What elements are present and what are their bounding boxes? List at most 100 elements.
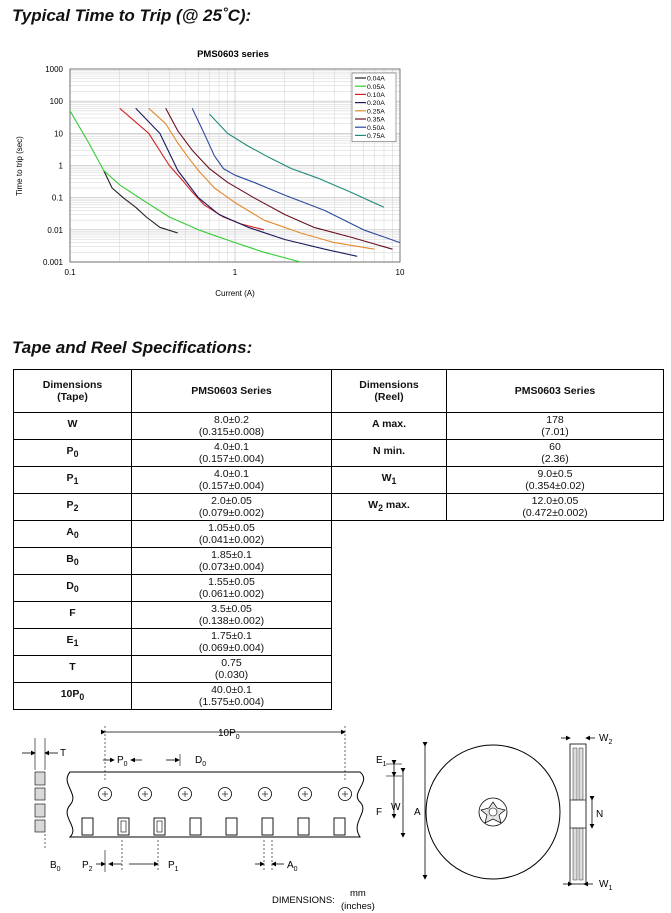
- chart-legend-label: 0.04A: [367, 76, 385, 83]
- tape-dim-value: 4.0±0.1 (0.157±0.004): [131, 439, 332, 467]
- tape-dim-label: 10P0: [13, 682, 132, 710]
- chart-series-line-0.35A: [165, 108, 393, 250]
- chart-y-tick-label: 10: [54, 129, 63, 138]
- tape-dim-label: B0: [13, 547, 132, 575]
- reel-dim-value: 60 (2.36): [446, 439, 664, 467]
- chart-legend-label: 0.25A: [367, 108, 385, 115]
- p0-label: P0: [117, 755, 128, 768]
- tape-reel-heading: Tape and Reel Specifications:: [12, 338, 253, 357]
- table-row: W 8.0±0.2 (0.315±0.008) A max. 178 (7.01): [13, 412, 664, 440]
- tape-dim-value: 0.75 (0.030): [131, 655, 332, 683]
- tape-pocket: [333, 817, 346, 836]
- tape-dim-value: 8.0±0.2 (0.315±0.008): [131, 412, 332, 440]
- chart-series-line-0.10A: [119, 107, 265, 231]
- tape-sprocket-holes: [98, 787, 352, 801]
- tape-pocket: [297, 817, 310, 836]
- tape-pocket: [189, 817, 202, 836]
- chart-legend-box: [351, 72, 397, 142]
- tape-dim-label: D0: [13, 574, 132, 602]
- w1-label: W1: [599, 879, 612, 892]
- table-row: B0 1.85±0.1 (0.073±0.004): [13, 547, 664, 575]
- chart-legend-label: 0.35A: [367, 117, 385, 124]
- table-row: D0 1.55±0.05 (0.061±0.002): [13, 574, 664, 602]
- table-row: F 3.5±0.05 (0.138±0.002): [13, 601, 664, 629]
- e1-label: E1: [376, 755, 387, 768]
- p2-label: P2: [82, 860, 93, 873]
- chart-y-tick-label: 1000: [45, 65, 63, 74]
- tape-dim-value: 4.0±0.1 (0.157±0.004): [131, 466, 332, 494]
- ten-p0-label: 10P0: [218, 728, 240, 741]
- header-dimensions-tape: Dimensions (Tape): [13, 369, 132, 413]
- chart-y-tick-label: 0.1: [52, 194, 64, 203]
- reel-side-view: [569, 743, 587, 885]
- chart-plot-frame: [69, 68, 401, 263]
- header-series-tape: PMS0603 Series: [131, 369, 332, 413]
- tape-dim-label: E1: [13, 628, 132, 656]
- tape-outline: [66, 771, 365, 838]
- table-empty-area: [331, 520, 664, 710]
- tape-dim-label: P0: [13, 439, 132, 467]
- chart-legend-label: 0.20A: [367, 100, 385, 107]
- table-row: P2 2.0±0.05 (0.079±0.002) W2 max. 12.0±0.05(…: [13, 493, 664, 521]
- tape-dim-value: 1.05±0.05 (0.041±0.002): [131, 520, 332, 548]
- tape-dim-value: 2.0±0.05 (0.079±0.002): [131, 493, 332, 521]
- f-label: F: [376, 807, 382, 818]
- chart-series-line-0.20A: [135, 107, 358, 257]
- p1-label: P1: [168, 860, 179, 873]
- tape-dim-value: 3.5±0.05 (0.138±0.002): [131, 601, 332, 629]
- tape-dim-label: W: [13, 412, 132, 440]
- chart-x-tick-label: 1: [233, 268, 238, 277]
- time-to-trip-heading: Typical Time to Trip (@ 25˚C):: [12, 6, 252, 25]
- b0-label: B0: [50, 860, 61, 873]
- chart-x-tick-label: 10: [396, 268, 405, 277]
- reel-dim-label: A max.: [331, 412, 447, 440]
- header-dimensions-reel: Dimensions (Reel): [331, 369, 447, 413]
- table-row: E1 1.75±0.1 (0.069±0.004): [13, 628, 664, 656]
- chart-legend-label: 0.10A: [367, 92, 385, 99]
- dimensions-label: DIMENSIONS:: [272, 895, 335, 906]
- table-row: 10P0 40.0±0.1 (1.575±0.004): [13, 682, 664, 710]
- chart-y-tick-label: 0.01: [47, 226, 63, 235]
- chart-grid: [69, 69, 400, 263]
- tape-reel-table: Dimensions (Tape) PMS0603 Series Dimensio…: [13, 369, 664, 710]
- chart-y-tick-label: 100: [50, 97, 64, 106]
- chart-x-ticks: 0.1 1 10: [64, 268, 405, 277]
- tape-dim-value: 40.0±0.1 (1.575±0.004): [131, 682, 332, 710]
- tape-dim-label: P2: [13, 493, 132, 521]
- a-label: A: [414, 807, 421, 818]
- reel-dim-label: W2 max.: [331, 493, 447, 521]
- t-label: T: [60, 748, 66, 759]
- chart-series-line-0.50A: [191, 108, 401, 244]
- chart-series-line-0.04A: [103, 170, 178, 234]
- reel-dim-value: 9.0±0.5 (0.354±0.02): [446, 466, 664, 494]
- a0-label: A0: [287, 860, 298, 873]
- reel-dim-label: W1: [331, 466, 447, 494]
- reel-dim-value: 12.0±0.05 (0.472±0.002): [446, 493, 664, 521]
- n-label: N: [596, 809, 603, 820]
- table-row: T 0.75 (0.030): [13, 655, 664, 683]
- reel-dim-value: 178 (7.01): [446, 412, 664, 440]
- tape-pocket: [261, 817, 274, 836]
- chart-title: PMS0603 series: [197, 49, 269, 60]
- tape-pocket: [225, 817, 238, 836]
- chart-series-line-0.75A: [208, 113, 385, 208]
- tape-pocket: [81, 817, 94, 836]
- chart-y-tick-label: 0.001: [43, 258, 64, 267]
- table-row: A0 1.05±0.05 (0.041±0.002): [13, 520, 664, 710]
- chart-legend-label: 0.50A: [367, 125, 385, 132]
- tape-reel-diagram: 10P0 T P0 D0 E1 F W A W2 N W1: [22, 726, 612, 912]
- table-row: P1 4.0±0.1 (0.157±0.004) W1 9.0±0.5 (0.354±0.…: [13, 466, 664, 494]
- table-header-row: Dimensions (Tape) PMS0603 Series Dimensio…: [13, 369, 664, 413]
- time-to-trip-chart: PMS0603 series 0.001 0.01 0.1 1 10 100 1000 0.…: [15, 49, 405, 298]
- chart-legend-label: 0.75A: [367, 133, 385, 140]
- chart-x-tick-label: 0.1: [64, 268, 76, 277]
- unit-mm: mm: [350, 888, 366, 899]
- chart-y-axis-label: Time to trip (sec): [15, 136, 24, 196]
- tape-dim-value: 1.55±0.05 (0.061±0.002): [131, 574, 332, 602]
- chart-series-line-0.25A: [148, 107, 375, 250]
- w-label: W: [391, 802, 401, 813]
- chart-y-ticks: 0.001 0.01 0.1 1 10 100 1000: [43, 65, 64, 267]
- tape-pockets: [81, 817, 346, 836]
- tape-dim-label: T: [13, 655, 132, 683]
